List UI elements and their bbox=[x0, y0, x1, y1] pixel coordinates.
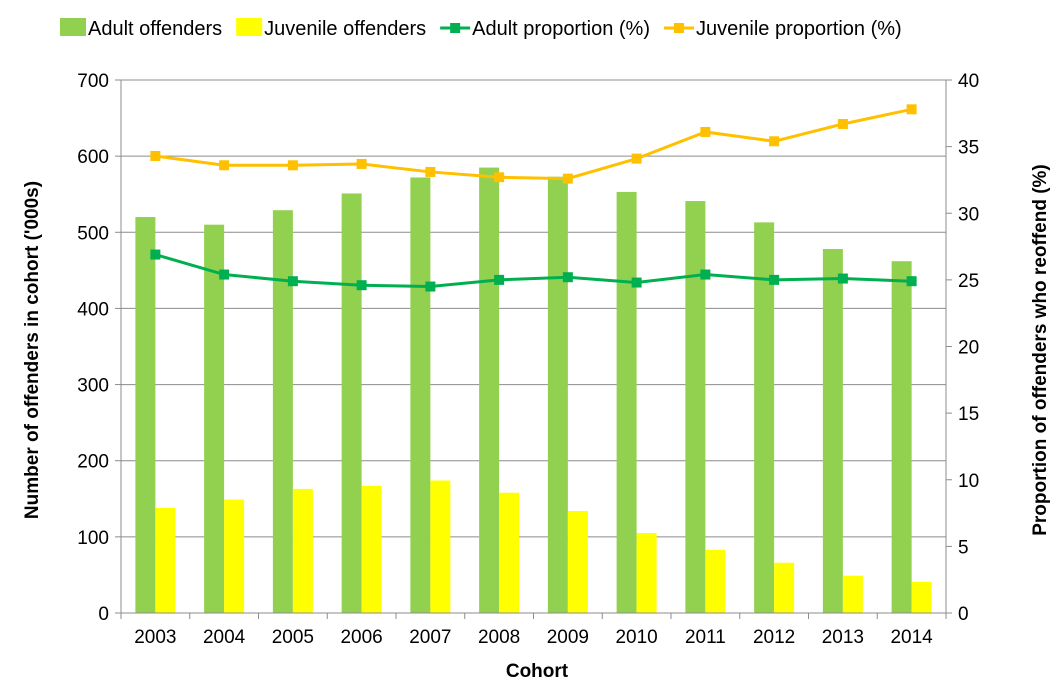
bar-adult-offenders bbox=[479, 167, 500, 614]
adult-proportion-line bbox=[154, 253, 912, 289]
juvenile-proportion-marker bbox=[837, 118, 848, 129]
adult-proportion-marker bbox=[219, 269, 230, 280]
y-tick-label: 300 bbox=[77, 376, 109, 397]
legend-label-juvenile-proportion: Juvenile proportion (%) bbox=[696, 18, 902, 40]
bar-adult-offenders bbox=[204, 224, 225, 613]
bar-adult-offenders bbox=[135, 217, 156, 614]
adult-proportion-marker bbox=[562, 272, 573, 283]
bar-juvenile-offenders bbox=[499, 492, 520, 613]
legend-swatch-adult-offenders bbox=[60, 18, 86, 36]
x-tick-label: 2004 bbox=[203, 627, 246, 648]
y-tick-label: 700 bbox=[77, 71, 109, 92]
adult-proportion-marker bbox=[356, 280, 367, 291]
y-tick-label: 100 bbox=[77, 528, 109, 549]
bar-juvenile-offenders bbox=[430, 480, 451, 613]
y2-tick-label: 30 bbox=[958, 204, 979, 225]
juvenile-proportion-marker bbox=[425, 166, 436, 177]
juvenile-proportion-marker bbox=[494, 172, 505, 183]
adult-proportion-marker bbox=[494, 274, 505, 285]
y2-tick-label: 0 bbox=[958, 604, 969, 625]
legend-label-adult-offenders: Adult offenders bbox=[88, 18, 222, 40]
juvenile-proportion-marker bbox=[356, 158, 367, 169]
x-tick-label: 2011 bbox=[685, 627, 726, 648]
x-tick-label: 2009 bbox=[547, 627, 589, 648]
bar-adult-offenders bbox=[272, 210, 293, 613]
juvenile-proportion-marker bbox=[769, 136, 780, 147]
y2-tick-label: 25 bbox=[958, 271, 979, 292]
adult-proportion-marker bbox=[150, 249, 161, 260]
legend-marker-adult-proportion bbox=[450, 23, 461, 33]
x-axis-title: Cohort bbox=[506, 661, 569, 682]
adult-proportion-marker bbox=[837, 273, 848, 284]
adult-proportion-marker bbox=[700, 269, 711, 280]
y2-tick-label: 35 bbox=[958, 138, 979, 159]
adult-proportion-marker bbox=[287, 276, 298, 287]
bar-juvenile-offenders bbox=[842, 575, 863, 613]
juvenile-proportion-marker bbox=[562, 173, 573, 184]
legend-swatch-juvenile-offenders bbox=[236, 18, 263, 36]
adult-proportion-marker bbox=[425, 281, 436, 292]
lines bbox=[150, 104, 917, 292]
bar-juvenile-offenders bbox=[155, 507, 176, 613]
x-tick-label: 2008 bbox=[478, 627, 520, 648]
juvenile-proportion-marker bbox=[219, 160, 230, 171]
bar-juvenile-offenders bbox=[774, 562, 795, 613]
bar-juvenile-offenders bbox=[361, 485, 382, 613]
juvenile-proportion-line bbox=[155, 107, 912, 181]
x-tick-label: 2013 bbox=[822, 627, 864, 648]
bar-juvenile-offenders bbox=[224, 499, 245, 613]
bar-adult-offenders bbox=[410, 177, 431, 613]
bar-adult-offenders bbox=[547, 176, 568, 614]
x-tick-label: 2007 bbox=[409, 627, 451, 648]
y2-tick-label: 10 bbox=[958, 471, 979, 492]
bar-juvenile-offenders bbox=[636, 533, 657, 613]
legend-label-adult-proportion: Adult proportion (%) bbox=[472, 18, 650, 40]
y2-tick-label: 40 bbox=[958, 71, 979, 92]
x-tick-label: 2005 bbox=[272, 627, 314, 648]
axes: 0 100 200 300 400 500 600 700 0 5 10 15 20 25 30 35 40 20… bbox=[77, 71, 979, 648]
bar-juvenile-offenders bbox=[292, 488, 313, 613]
y-tick-label: 400 bbox=[77, 299, 109, 320]
bar-adult-offenders bbox=[822, 249, 843, 613]
bar-juvenile-offenders bbox=[705, 549, 726, 613]
y-tick-label: 600 bbox=[77, 147, 109, 168]
x-tick-label: 2014 bbox=[890, 627, 933, 648]
adult-proportion-marker bbox=[769, 274, 780, 285]
y-tick-label: 200 bbox=[77, 452, 109, 473]
y2-axis-title: Proportion of offenders who reoffend (%) bbox=[1030, 164, 1051, 536]
bar-juvenile-offenders bbox=[567, 510, 588, 613]
bar-juvenile-offenders bbox=[911, 581, 932, 613]
x-tick-label: 2003 bbox=[134, 627, 176, 648]
adult-proportion-marker bbox=[631, 277, 642, 288]
x-tick-label: 2006 bbox=[340, 627, 382, 648]
juvenile-proportion-marker bbox=[631, 153, 642, 164]
adult-proportion-marker bbox=[906, 276, 917, 287]
y2-tick-label: 20 bbox=[958, 338, 979, 359]
legend: Adult offenders Juvenile offenders Adult p… bbox=[60, 18, 902, 40]
juvenile-proportion-marker bbox=[150, 150, 161, 161]
bar-adult-offenders bbox=[891, 261, 912, 613]
x-tick-label: 2012 bbox=[753, 627, 795, 648]
juvenile-proportion-marker bbox=[700, 126, 711, 137]
legend-marker-juvenile-proportion bbox=[674, 23, 685, 33]
y-axis-title: Number of offenders in cohort ('000s) bbox=[22, 181, 43, 519]
x-tick-label: 2010 bbox=[615, 627, 657, 648]
bars bbox=[135, 167, 932, 614]
bar-adult-offenders bbox=[341, 193, 362, 613]
bar-adult-offenders bbox=[754, 222, 775, 613]
juvenile-proportion-marker bbox=[906, 104, 917, 115]
y2-tick-label: 15 bbox=[958, 404, 979, 425]
legend-label-juvenile-offenders: Juvenile offenders bbox=[264, 18, 426, 40]
bar-adult-offenders bbox=[685, 201, 706, 613]
y2-tick-label: 5 bbox=[958, 537, 969, 558]
bar-adult-offenders bbox=[616, 191, 637, 613]
juvenile-proportion-marker bbox=[287, 160, 298, 171]
y-tick-label: 0 bbox=[98, 604, 109, 625]
gridlines bbox=[121, 79, 946, 538]
y-tick-label: 500 bbox=[77, 223, 109, 244]
